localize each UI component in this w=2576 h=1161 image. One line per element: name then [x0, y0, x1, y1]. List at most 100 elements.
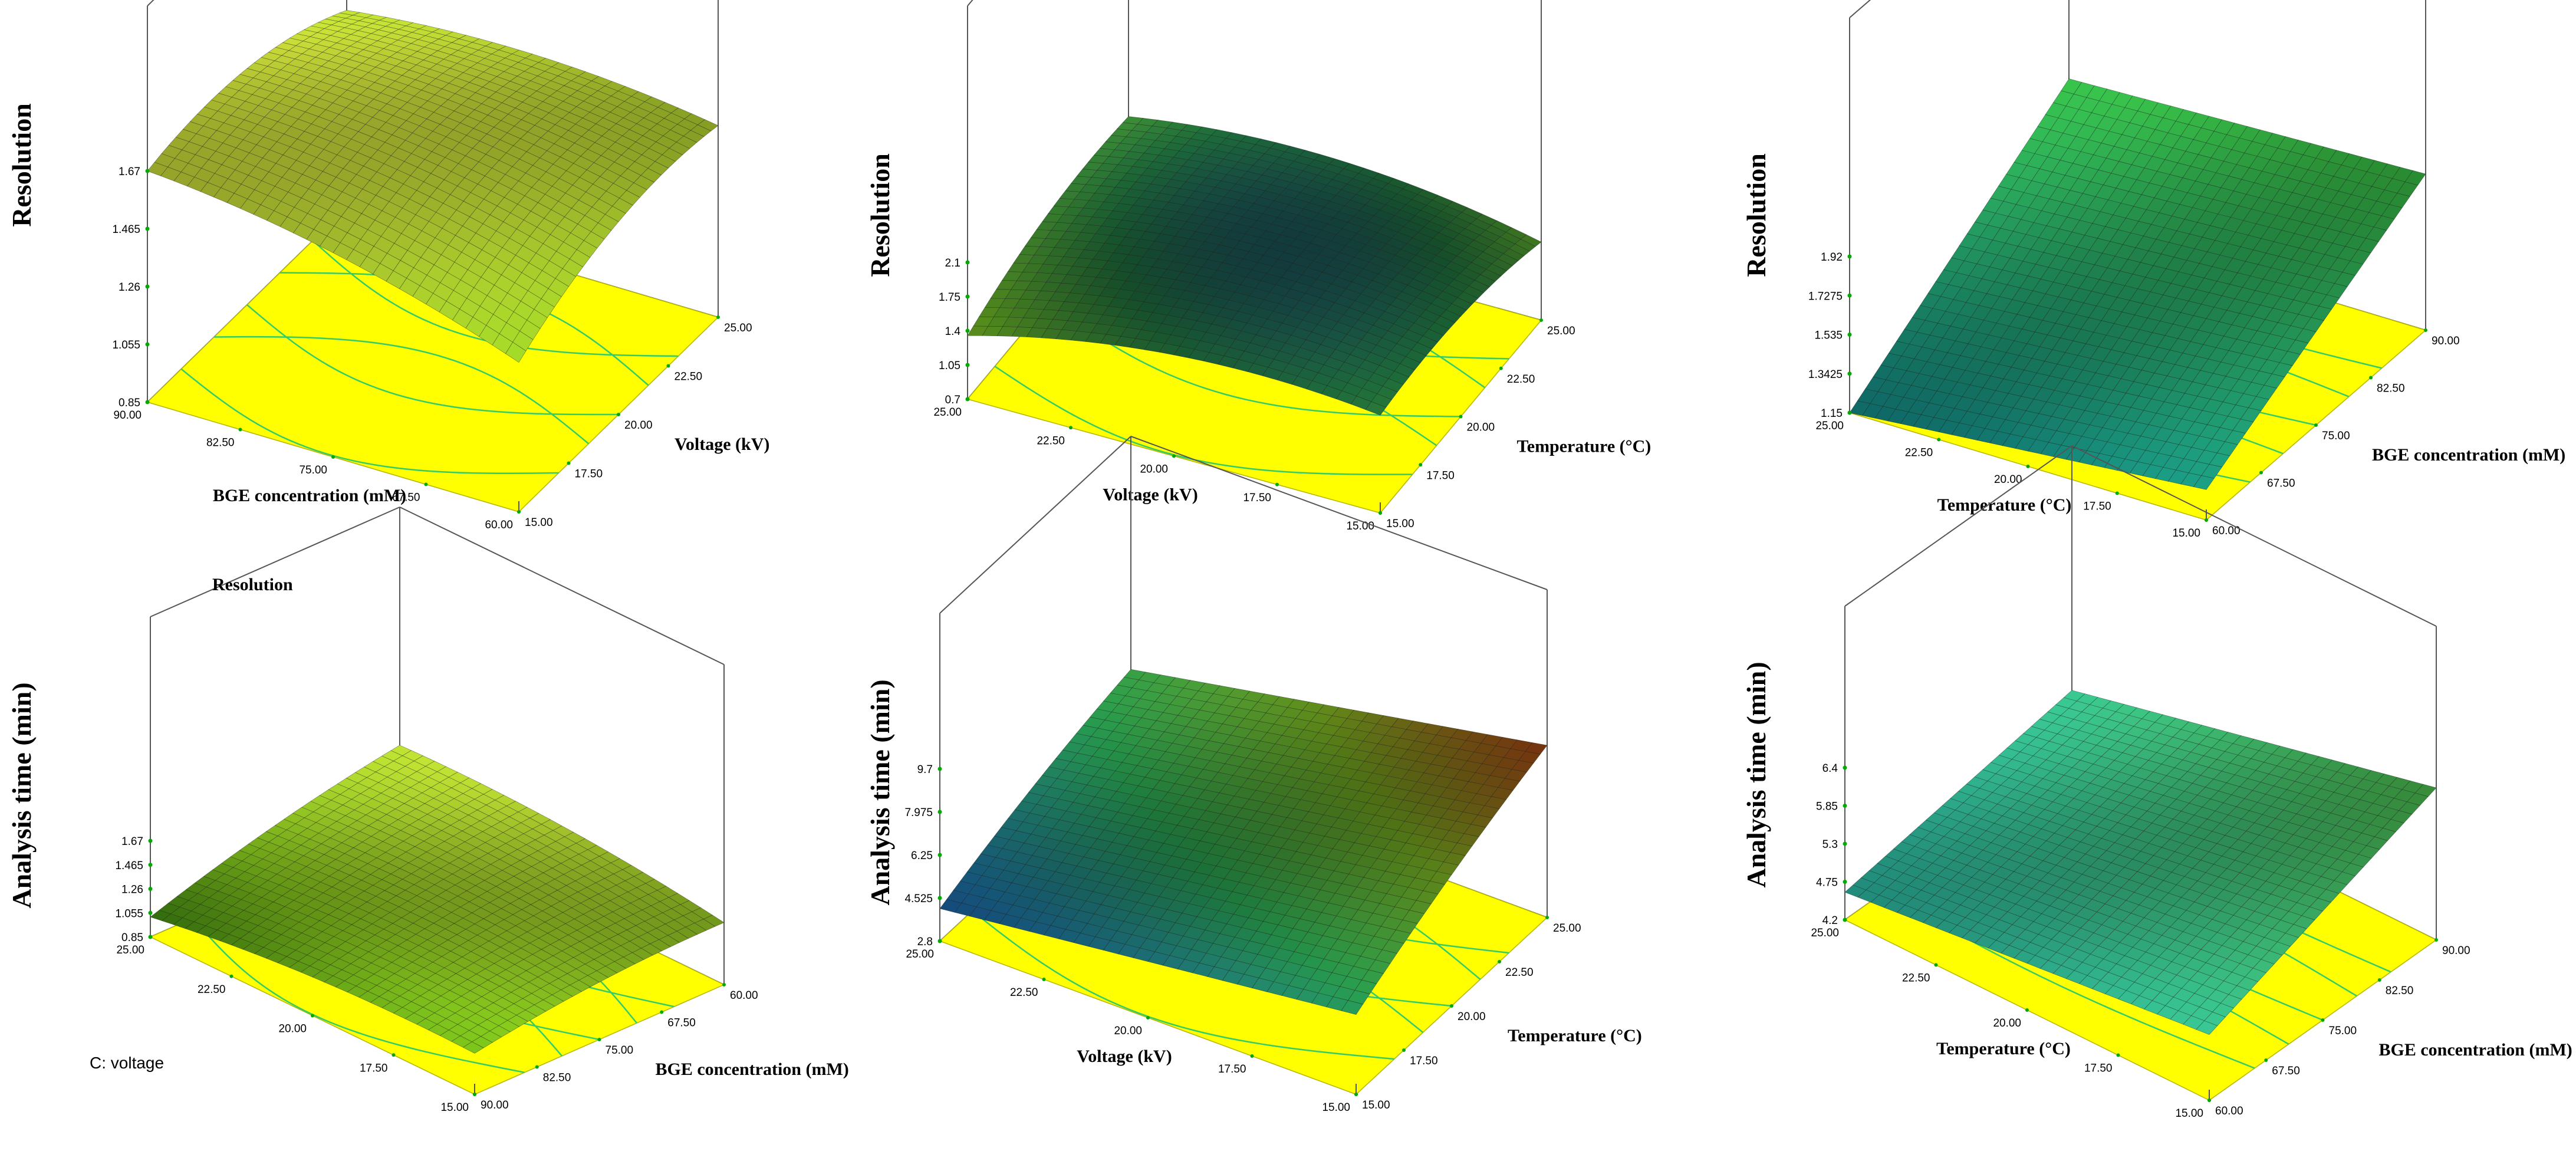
left-tick-label: 17.50 [2084, 1063, 2113, 1075]
chart-analysis-time-voltage-bge: 1.67 1.465 1.26 1.055 0.85 Analysis time (min… [0, 507, 858, 1160]
left-tick-mark [2026, 465, 2030, 468]
z-tick-label: 4.2 [1822, 915, 1838, 927]
chart-resolution-temperature-bge: 1.92 1.7275 1.535 1.3425 1.15 Resolution 25.00… [1717, 0, 2575, 580]
right-tick-label: 17.50 [575, 468, 603, 481]
left-tick-label: 67.50 [392, 492, 420, 504]
right-tick-mark [2434, 938, 2438, 942]
left-tick-mark [1146, 1016, 1150, 1019]
left-tick-mark [938, 939, 942, 943]
left-tick-mark [229, 974, 233, 978]
z-tick-mark [1847, 254, 1852, 259]
surface-cell [2196, 1020, 2218, 1035]
left-tick-mark [1843, 918, 1847, 922]
left-tick-label: 22.50 [1037, 435, 1065, 447]
z-tick-label: 7.975 [904, 807, 933, 819]
left-tick-mark [149, 935, 152, 939]
left-tick-label: 15.00 [440, 1101, 469, 1114]
right-tick-mark [1499, 366, 1503, 370]
right-axis-title: BGE concentration (mM) [2379, 1040, 2572, 1060]
right-axis-title: Voltage (kV) [675, 435, 769, 454]
right-tick-label: 25.00 [1547, 325, 1575, 337]
left-tick-mark [238, 427, 242, 432]
right-tick-mark [473, 1093, 476, 1096]
left-tick-label: 15.00 [2172, 527, 2200, 540]
surface-cell [462, 1041, 484, 1054]
right-tick-mark [1545, 916, 1549, 919]
right-axis-title: BGE concentration (mM) [656, 1060, 849, 1079]
right-tick-label: 82.50 [2386, 985, 2414, 997]
right-tick-mark [2314, 423, 2318, 427]
right-tick-mark [2377, 978, 2381, 982]
left-tick-label: 17.50 [2083, 501, 2111, 513]
right-tick-mark [2424, 328, 2427, 332]
z-tick-label: 1.055 [112, 339, 140, 351]
z-tick-label: 6.4 [1822, 762, 1838, 775]
left-tick-mark [1934, 963, 1938, 967]
right-tick-mark [1539, 318, 1543, 322]
left-tick-label: 82.50 [206, 437, 235, 449]
z-tick-label: 1.15 [1821, 407, 1843, 420]
chart-resolution-bge-voltage: 1.67 1.465 1.26 1.055 0.85 Resolution 90.00 82.… [0, 0, 858, 580]
right-tick-label: 22.50 [1507, 373, 1535, 386]
right-tick-label: 22.50 [1505, 966, 1534, 979]
right-axis-title: Temperature (°C) [1517, 437, 1651, 456]
right-tick-mark [1419, 463, 1423, 467]
z-axis-title: Resolution [865, 153, 895, 277]
z-tick-label: 1.535 [1814, 330, 1843, 342]
right-tick-mark [2207, 1098, 2211, 1102]
left-tick-label: 20.00 [1993, 1017, 2021, 1030]
right-tick-mark [1354, 1093, 1358, 1096]
right-tick-label: 22.50 [675, 371, 703, 383]
surface-cell [505, 341, 527, 363]
z-axis-title: Analysis time (min) [865, 679, 895, 905]
z-tick-mark [937, 810, 942, 814]
z-tick-mark [937, 767, 942, 771]
right-tick-mark [567, 461, 571, 465]
surface-cell [1365, 401, 1387, 416]
right-tick-mark [597, 1038, 601, 1041]
right-tick-mark [2369, 376, 2373, 380]
z-tick-label: 2.1 [945, 257, 960, 269]
right-tick-mark [535, 1065, 539, 1069]
z-tick-label: 1.4 [945, 325, 961, 338]
z-tick-mark [1843, 880, 1847, 884]
z-tick-mark [1847, 333, 1852, 337]
z-tick-label: 1.26 [121, 884, 143, 896]
left-tick-mark [424, 482, 428, 486]
z-tick-mark [965, 294, 970, 299]
z-tick-label: 1.055 [115, 907, 143, 920]
left-axis-title: BGE concentration (mM) [213, 486, 406, 505]
right-axis-title: Temperature (°C) [1508, 1026, 1642, 1045]
left-tick-mark [1069, 426, 1072, 430]
chart-resolution-voltage-temperature-plot: 2.11.751.41.050.7Resolution25.0022.5020.… [865, 0, 1651, 532]
z-tick-mark [145, 169, 150, 173]
left-tick-label: 17.50 [360, 1062, 388, 1074]
left-tick-mark [1937, 438, 1941, 442]
right-tick-mark [1402, 1048, 1406, 1052]
right-axis-title: BGE concentration (mM) [2372, 445, 2565, 465]
left-tick-mark [1172, 454, 1176, 458]
left-tick-label: 25.00 [933, 406, 962, 419]
z-tick-label: 0.85 [121, 932, 143, 944]
right-tick-label: 20.00 [1458, 1011, 1486, 1023]
chart-analysis-time-voltage-temperature: 9.7 7.975 6.25 4.525 2.8 Analysis time (min) 2… [858, 436, 1717, 1160]
right-tick-mark [2321, 1018, 2325, 1022]
z-axis: 6.45.855.34.754.2 [1816, 762, 1847, 927]
response-surface [967, 116, 1542, 416]
surface-cell [2193, 475, 2215, 490]
z-tick-mark [148, 887, 153, 891]
z-tick-label: 5.85 [1816, 801, 1838, 813]
response-surface [1844, 690, 2437, 1035]
right-tick-label: 20.00 [624, 419, 653, 432]
right-tick-label: 60.00 [2212, 525, 2241, 537]
z-tick-label: 1.26 [119, 281, 140, 294]
left-tick-label: 25.00 [906, 948, 934, 961]
